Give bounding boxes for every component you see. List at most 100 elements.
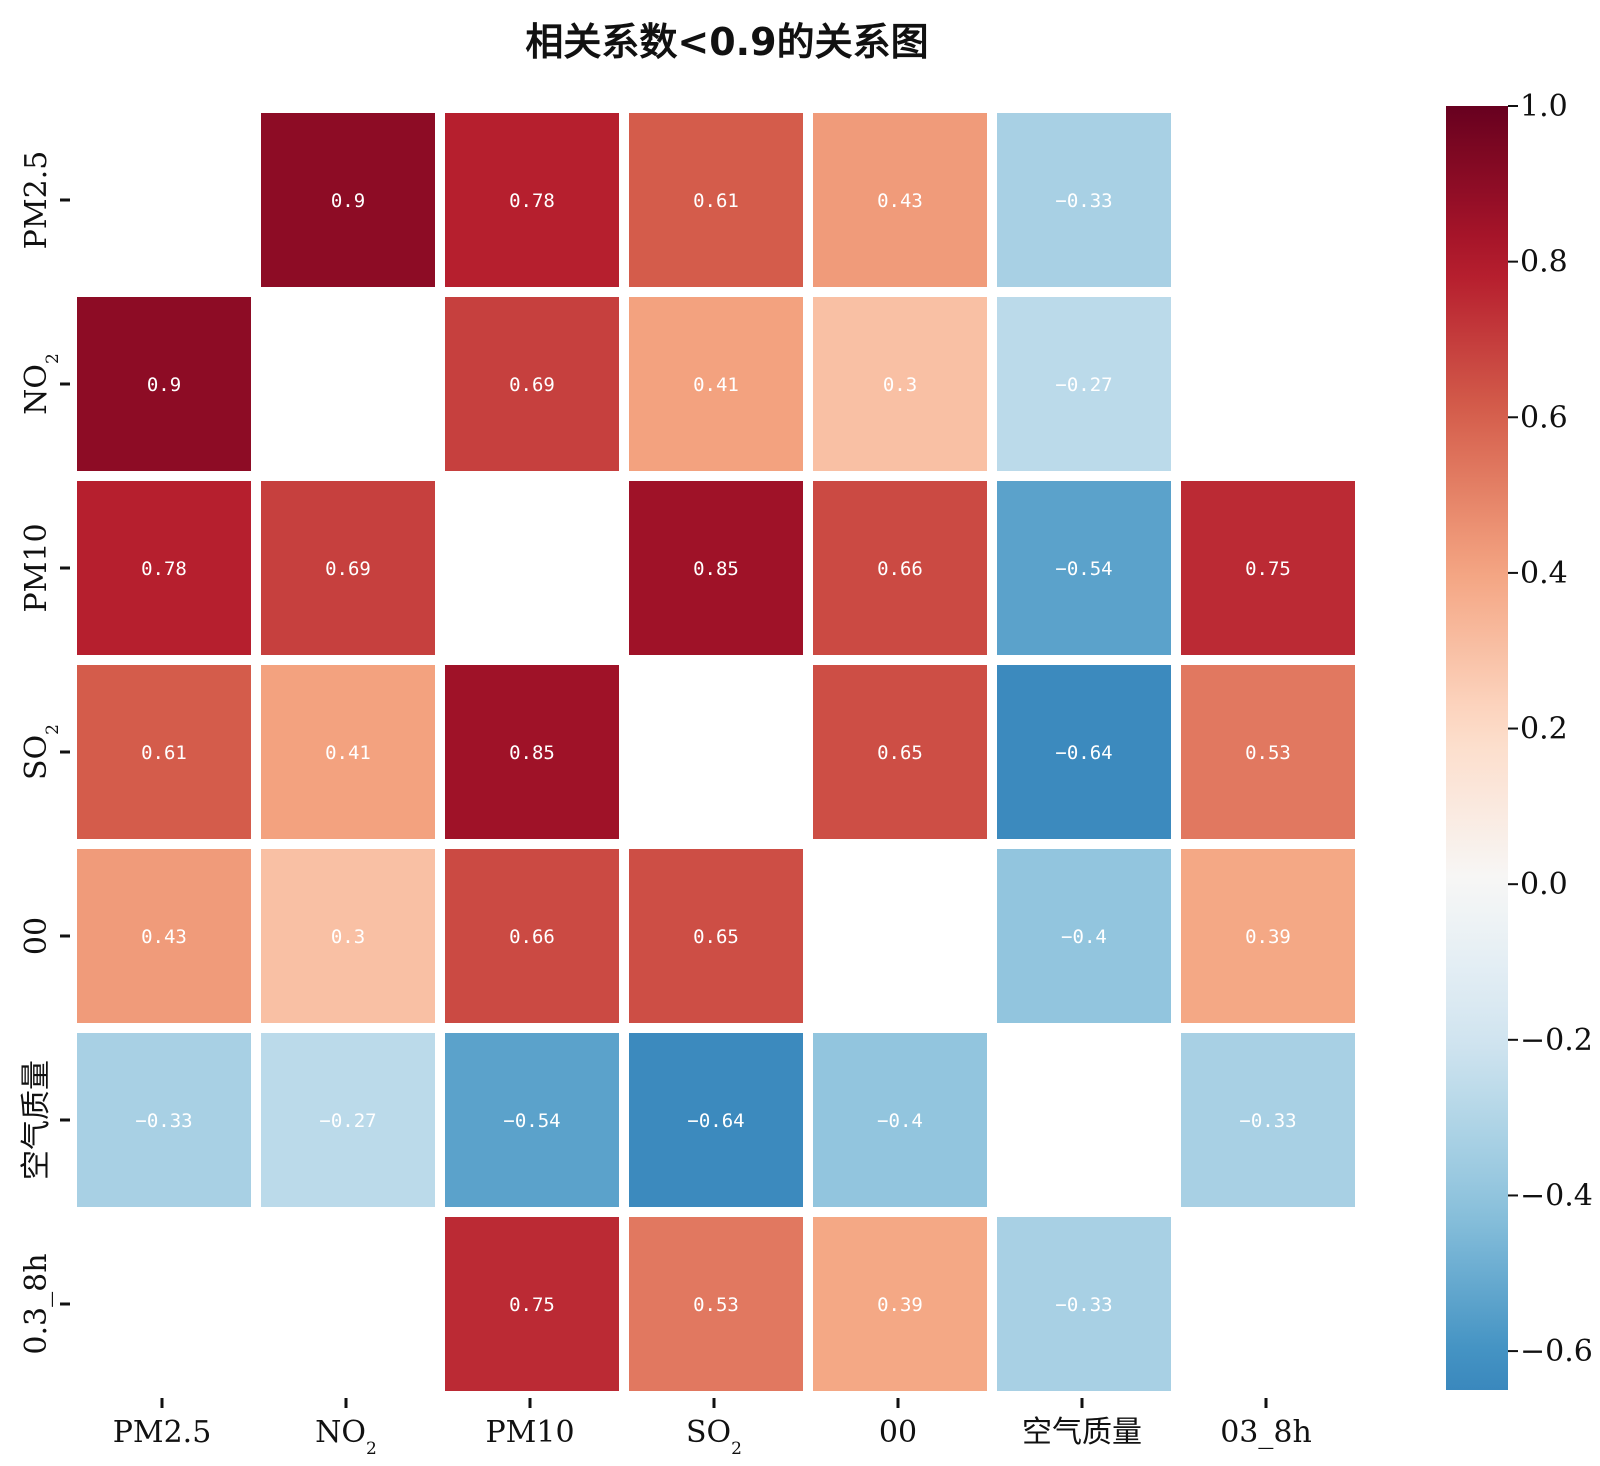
heatmap-cell <box>997 481 1171 655</box>
heatmap-cell <box>997 113 1171 287</box>
cell-value-label: 0.39 <box>1245 926 1291 948</box>
x-axis: PM2.5 NO2 PM10 SO2 00 空气质量 03_8h <box>113 1398 1312 1459</box>
x-tick-label: 00 <box>879 1415 917 1450</box>
cell-value-label: 0.75 <box>1245 558 1291 580</box>
heatmap-cell <box>997 297 1171 471</box>
cell-value-label: −0.64 <box>687 1110 744 1132</box>
y-tick-label: NO2 <box>19 353 63 415</box>
colorbar-tick-label: 0.0 <box>1520 867 1568 902</box>
x-tick-label: NO2 <box>315 1415 377 1459</box>
heatmap-cell <box>261 849 435 1023</box>
cell-value-label: −0.33 <box>135 1110 192 1132</box>
heatmap-cell <box>445 849 619 1023</box>
heatmap-cell <box>77 849 251 1023</box>
heatmap-cell <box>629 849 803 1023</box>
y-axis: PM2.5 NO2 PM10 SO2 00 空气质量 0.3_8h <box>19 151 70 1355</box>
heatmap-cell <box>1181 1033 1355 1207</box>
heatmap-cells: 0.9 0.78 0.61 0.43 −0.33 0.9 0.69 0.41 0.3 −0.27 0… <box>77 113 1355 1391</box>
heatmap-cell <box>1181 665 1355 839</box>
cell-value-label: 0.41 <box>693 374 739 396</box>
heatmap-cell <box>445 297 619 471</box>
y-tick-label: 00 <box>19 917 54 955</box>
cell-value-label: 0.41 <box>325 742 371 764</box>
cell-value-label: 0.53 <box>1245 742 1291 764</box>
heatmap-cell <box>445 1033 619 1207</box>
cell-value-label: 0.65 <box>693 926 739 948</box>
cell-value-label: 0.9 <box>147 374 181 396</box>
colorbar-tick-label: 0.6 <box>1520 400 1568 435</box>
y-tick-label: SO2 <box>19 724 63 780</box>
colorbar-tick-label: 0.2 <box>1520 712 1568 747</box>
heatmap-cell <box>1181 481 1355 655</box>
x-tick-label: SO2 <box>686 1415 742 1459</box>
cell-value-label: 0.9 <box>331 190 365 212</box>
cell-value-label: −0.33 <box>1239 1110 1296 1132</box>
y-tick-label: 0.3_8h <box>19 1253 54 1354</box>
colorbar-tick-label: 0.8 <box>1520 245 1568 280</box>
heatmap-cell <box>813 665 987 839</box>
heatmap-cell <box>997 849 1171 1023</box>
cell-value-label: −0.4 <box>877 1110 923 1132</box>
cell-value-label: 0.61 <box>141 742 187 764</box>
cell-value-label: 0.69 <box>509 374 555 396</box>
heatmap-cell <box>629 297 803 471</box>
heatmap-cell <box>77 297 251 471</box>
cell-value-label: 0.66 <box>877 558 923 580</box>
cell-value-label: 0.53 <box>693 1294 739 1316</box>
heatmap-cell <box>629 1033 803 1207</box>
heatmap-cell <box>629 481 803 655</box>
chart-title: 相关系数<0.9的关系图 <box>525 20 928 64</box>
cell-value-label: −0.54 <box>1055 558 1112 580</box>
cell-value-label: 0.75 <box>509 1294 555 1316</box>
cell-value-label: −0.33 <box>1055 1294 1112 1316</box>
cell-value-label: 0.65 <box>877 742 923 764</box>
heatmap-cell <box>629 1217 803 1391</box>
cell-value-label: 0.39 <box>877 1294 923 1316</box>
heatmap-cell <box>445 665 619 839</box>
colorbar-tick-label: −0.6 <box>1520 1334 1593 1369</box>
heatmap-cell <box>445 113 619 287</box>
cell-value-label: 0.69 <box>325 558 371 580</box>
heatmap-cell <box>813 481 987 655</box>
cell-value-label: 0.43 <box>141 926 187 948</box>
cell-value-label: 0.85 <box>509 742 555 764</box>
x-tick-label: PM10 <box>485 1415 574 1450</box>
cell-value-label: −0.27 <box>1055 374 1112 396</box>
cell-value-label: 0.61 <box>693 190 739 212</box>
heatmap-cell <box>261 665 435 839</box>
x-tick-label: 空气质量 <box>1022 1415 1142 1450</box>
cell-value-label: 0.85 <box>693 558 739 580</box>
cell-value-label: −0.64 <box>1055 742 1112 764</box>
cell-value-label: −0.27 <box>319 1110 376 1132</box>
cell-value-label: −0.4 <box>1061 926 1107 948</box>
heatmap-cell <box>813 1033 987 1207</box>
heatmap-cell <box>77 481 251 655</box>
cell-value-label: 0.66 <box>509 926 555 948</box>
heatmap-cell <box>997 665 1171 839</box>
heatmap-cell <box>997 1217 1171 1391</box>
heatmap-cell <box>445 1217 619 1391</box>
heatmap-cell <box>629 113 803 287</box>
x-tick-label: PM2.5 <box>113 1415 212 1450</box>
cell-value-label: 0.78 <box>509 190 555 212</box>
colorbar-gradient <box>1446 106 1508 1390</box>
colorbar-tick-label: 0.4 <box>1520 556 1568 591</box>
y-tick-label: 空气质量 <box>19 1060 54 1180</box>
heatmap-cell <box>813 297 987 471</box>
heatmap-cell <box>261 1033 435 1207</box>
heatmap-cell <box>813 1217 987 1391</box>
cell-value-label: −0.33 <box>1055 190 1112 212</box>
colorbar-tick-label: −0.4 <box>1520 1178 1593 1213</box>
cell-value-label: 0.3 <box>883 374 917 396</box>
heatmap-cell <box>261 113 435 287</box>
colorbar: 1.0 0.8 0.6 0.4 0.2 0.0 −0.2 −0.4 −0.6 <box>1446 89 1593 1390</box>
heatmap-cell <box>77 1033 251 1207</box>
heatmap-cell <box>813 113 987 287</box>
heatmap-cell <box>261 481 435 655</box>
heatmap-cell <box>77 665 251 839</box>
cell-value-label: 0.43 <box>877 190 923 212</box>
colorbar-tick-label: 1.0 <box>1520 89 1568 124</box>
heatmap-cell <box>1181 849 1355 1023</box>
y-tick-label: PM10 <box>19 523 54 612</box>
